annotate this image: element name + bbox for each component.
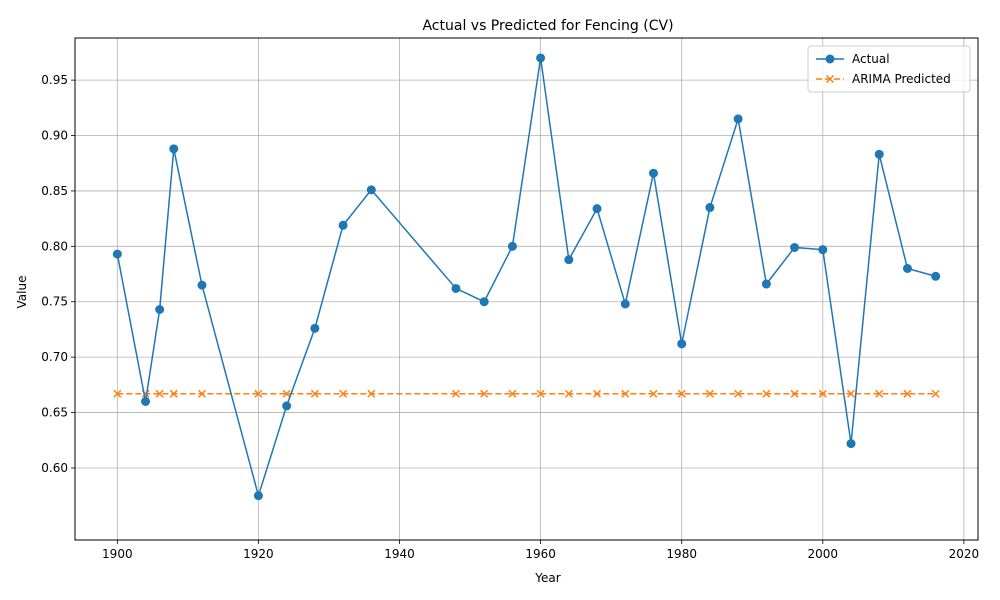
actual-point bbox=[902, 263, 912, 273]
actual-point bbox=[310, 323, 320, 333]
actual-point bbox=[818, 245, 828, 255]
x-axis-label: Year bbox=[534, 571, 560, 585]
actual-point bbox=[648, 168, 658, 178]
chart-title: Actual vs Predicted for Fencing (CV) bbox=[422, 18, 673, 34]
y-tick-label: 0.85 bbox=[41, 184, 68, 198]
actual-point bbox=[931, 271, 941, 281]
arima-predicted-point bbox=[169, 389, 178, 398]
arima-predicted-point bbox=[818, 389, 827, 398]
x-tick-label: 1900 bbox=[102, 547, 133, 561]
x-tick-label: 1980 bbox=[666, 547, 697, 561]
arima-predicted-point bbox=[564, 389, 573, 398]
actual-point bbox=[169, 144, 179, 154]
arima-predicted-point bbox=[903, 389, 912, 398]
series-layer bbox=[112, 53, 941, 501]
actual-point bbox=[451, 283, 461, 293]
arima-predicted-point bbox=[593, 389, 602, 398]
legend-arima-predicted-label: ARIMA Predicted bbox=[852, 72, 951, 86]
actual-point bbox=[282, 401, 292, 411]
y-tick-label: 0.75 bbox=[41, 295, 68, 309]
y-tick-label: 0.80 bbox=[41, 239, 68, 253]
actual-series-line bbox=[116, 57, 936, 499]
actual-point bbox=[366, 185, 376, 195]
actual-point bbox=[338, 220, 348, 230]
arima-predicted-point bbox=[621, 389, 630, 398]
arima-predicted-point bbox=[649, 389, 658, 398]
actual-point bbox=[197, 280, 207, 290]
actual-point bbox=[677, 339, 687, 349]
y-tick-label: 0.65 bbox=[41, 406, 68, 420]
arima-predicted-point bbox=[734, 389, 743, 398]
y-tick-label: 0.95 bbox=[41, 73, 68, 87]
x-tick-label: 2000 bbox=[808, 547, 839, 561]
actual-point bbox=[564, 255, 574, 265]
actual-point bbox=[253, 491, 263, 501]
x-tick-label: 1940 bbox=[384, 547, 415, 561]
x-tick-label: 1920 bbox=[243, 547, 274, 561]
arima-predicted-point bbox=[282, 389, 291, 398]
arima-predicted-point bbox=[310, 389, 319, 398]
actual-point bbox=[846, 439, 856, 449]
actual-point bbox=[507, 241, 517, 251]
arima-predicted-point bbox=[113, 389, 122, 398]
x-axis: 1900 1920 1940 1960 1980 2000 2020 bbox=[102, 540, 979, 561]
actual-point bbox=[705, 203, 715, 213]
arima-predicted-point bbox=[254, 389, 263, 398]
arima-predicted-point bbox=[875, 389, 884, 398]
grid-lines bbox=[75, 38, 978, 540]
actual-point bbox=[479, 297, 489, 307]
y-tick-label: 0.90 bbox=[41, 129, 68, 143]
arima-predicted-point bbox=[155, 389, 164, 398]
actual-point bbox=[155, 305, 165, 315]
legend-actual-marker bbox=[825, 54, 835, 64]
actual-point bbox=[112, 249, 122, 259]
arima-predicted-point bbox=[197, 389, 207, 398]
arima-predicted-point bbox=[480, 389, 489, 398]
legend: Actual ARIMA Predicted bbox=[807, 45, 971, 93]
y-tick-label: 0.60 bbox=[41, 461, 68, 475]
x-tick-label: 2020 bbox=[949, 547, 980, 561]
y-axis: 0.60 0.65 0.70 0.75 0.80 0.85 0.90 0.95 bbox=[41, 73, 75, 475]
y-tick-label: 0.70 bbox=[41, 350, 68, 364]
actual-point bbox=[874, 149, 884, 159]
arima-predicted-point bbox=[677, 389, 686, 398]
arima-predicted-point bbox=[705, 389, 714, 398]
actual-point bbox=[733, 114, 743, 124]
actual-point bbox=[141, 396, 151, 406]
arima-predicted-point bbox=[931, 389, 940, 398]
arima-predicted-point bbox=[508, 389, 517, 398]
actual-point bbox=[790, 242, 800, 252]
plot-frame bbox=[74, 37, 979, 541]
actual-point bbox=[592, 204, 602, 214]
legend-actual-label: Actual bbox=[852, 52, 890, 66]
x-tick-label: 1960 bbox=[525, 547, 556, 561]
actual-point bbox=[761, 279, 771, 289]
legend-box bbox=[807, 45, 971, 93]
arima-predicted-point bbox=[451, 389, 460, 398]
actual-point bbox=[620, 299, 630, 309]
arima-predicted-point bbox=[846, 389, 856, 398]
arima-predicted-point bbox=[762, 389, 771, 398]
arima-predicted-point bbox=[367, 389, 376, 398]
y-axis-label: Value bbox=[15, 276, 29, 309]
arima-predicted-point bbox=[790, 389, 799, 398]
arima-predicted-point bbox=[339, 389, 348, 398]
legend-arima-predicted-marker bbox=[825, 74, 835, 84]
actual-point bbox=[536, 53, 546, 63]
arima-predicted-point bbox=[536, 389, 545, 398]
